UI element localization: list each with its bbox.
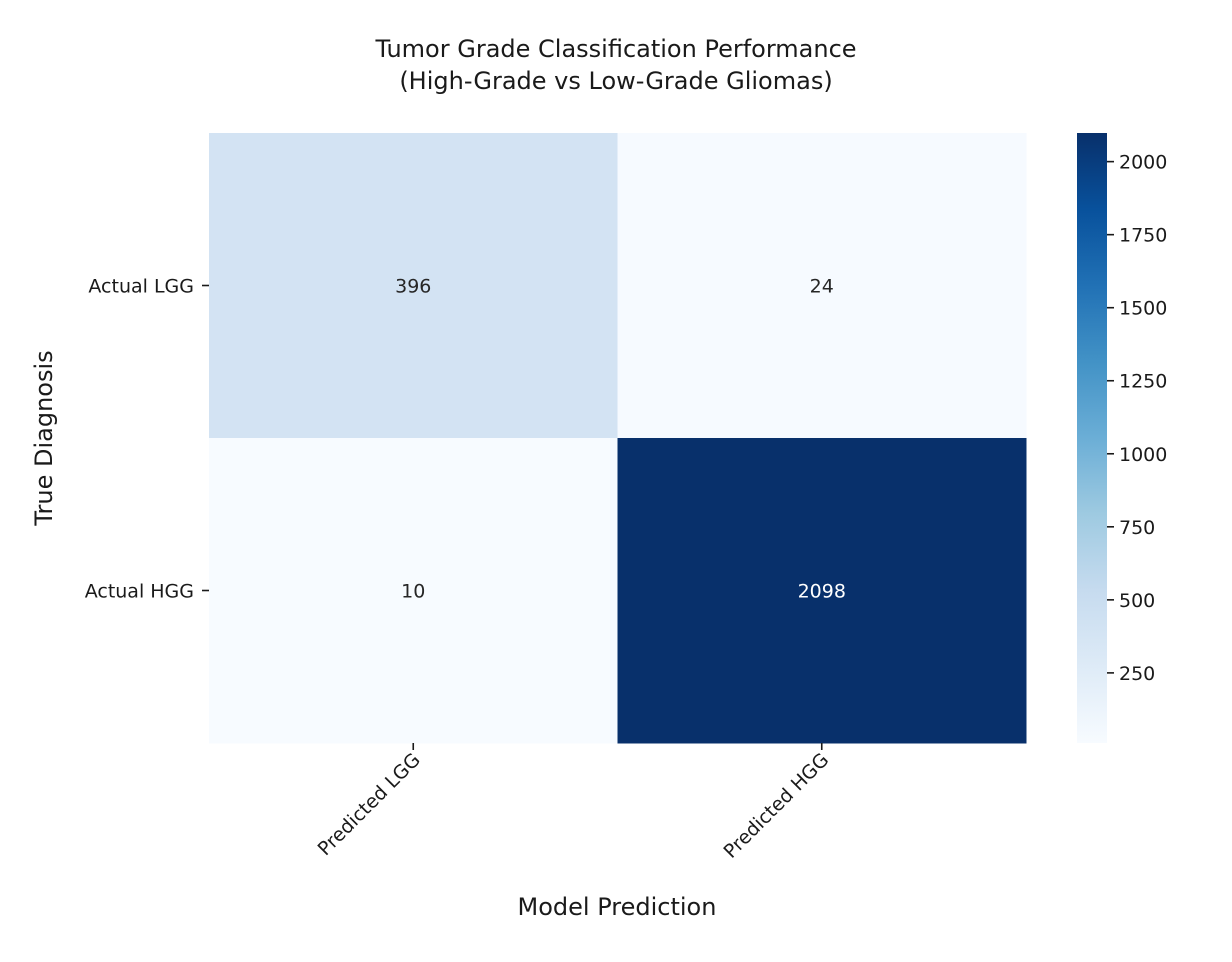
x-tick-label: Predicted LGG: [314, 749, 425, 860]
y-axis-label: True Diagnosis: [30, 350, 58, 526]
colorbar-tick-label: 1000: [1119, 444, 1167, 466]
heatmap-cell-labels: 396 24 10 2098: [395, 276, 846, 603]
heatmap-cell: [209, 438, 618, 744]
y-tick-label: Actual LGG: [88, 276, 194, 298]
cell-value-label: 10: [401, 581, 425, 603]
heatmap-cells: [209, 133, 1027, 744]
colorbar-tick-label: 2000: [1119, 152, 1167, 174]
colorbar-ticks: 250 500 750 1000 1250 1500 1750 2000: [1107, 152, 1167, 685]
heatmap-cell: [617, 438, 1027, 744]
colorbar-tick-label: 1750: [1119, 225, 1167, 247]
cell-value-label: 396: [395, 276, 431, 298]
colorbar-tick-label: 500: [1119, 590, 1155, 612]
heatmap-cell: [209, 133, 618, 439]
cell-value-label: 2098: [798, 581, 846, 603]
colorbar: [1077, 133, 1107, 743]
colorbar-tick-label: 1500: [1119, 298, 1167, 320]
x-axis-ticks: Predicted LGG Predicted HGG: [314, 743, 833, 863]
x-axis-label: Model Prediction: [518, 893, 717, 921]
y-axis-ticks: Actual LGG Actual HGG: [85, 276, 209, 603]
cell-value-label: 24: [810, 276, 834, 298]
heatmap-cell: [617, 133, 1027, 439]
y-tick-label: Actual HGG: [85, 581, 194, 603]
colorbar-tick-label: 750: [1119, 517, 1155, 539]
colorbar-tick-label: 250: [1119, 663, 1155, 685]
chart-subtitle: (High-Grade vs Low-Grade Gliomas): [399, 67, 832, 95]
colorbar-tick-label: 1250: [1119, 371, 1167, 393]
chart-title: Tumor Grade Classification Performance: [374, 35, 856, 63]
x-tick-label: Predicted HGG: [719, 749, 833, 863]
